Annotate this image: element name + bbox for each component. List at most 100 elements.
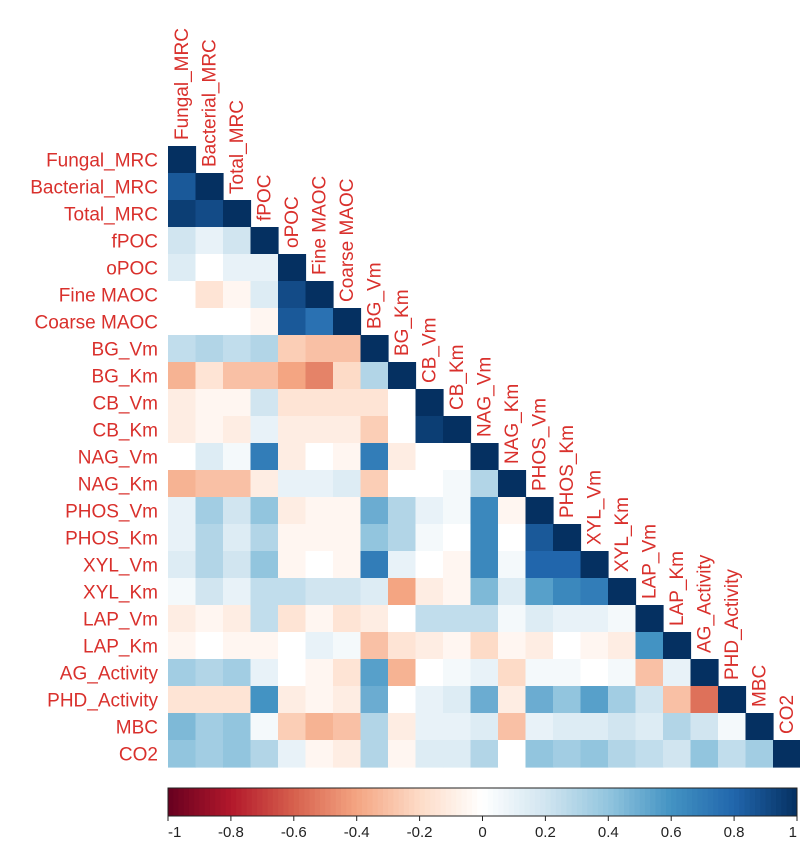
heatmap-cell	[498, 578, 527, 606]
colorbar-segment	[786, 788, 793, 816]
heatmap-cell	[388, 551, 417, 579]
heatmap-cell	[360, 470, 389, 498]
colorbar-segment	[209, 788, 216, 816]
heatmap-cell	[305, 335, 334, 363]
row-label: fPOC	[112, 232, 158, 253]
heatmap-cell	[278, 335, 307, 363]
heatmap-cell	[195, 443, 224, 471]
heatmap-cell	[168, 686, 197, 714]
heatmap-cell	[195, 524, 224, 552]
heatmap-cell	[195, 389, 224, 417]
column-label: Total_MRC	[227, 100, 248, 194]
colorbar-segment	[230, 788, 237, 816]
colorbar-segment	[382, 788, 389, 816]
heatmap-cell	[305, 308, 334, 336]
colorbar-segment	[713, 788, 719, 816]
heatmap-cell	[333, 443, 362, 471]
colorbar-segment	[587, 788, 594, 816]
heatmap-cell	[223, 713, 252, 741]
heatmap-cell	[470, 524, 499, 552]
colorbar-segment	[629, 788, 636, 816]
colorbar-segment	[466, 788, 473, 816]
heatmap-cell	[580, 578, 609, 606]
heatmap-cell	[470, 470, 499, 498]
heatmap-cell	[305, 443, 334, 471]
colorbar-segment	[372, 788, 379, 816]
heatmap-cell	[525, 686, 554, 714]
colorbar-segment	[686, 788, 693, 816]
heatmap-cell	[388, 713, 417, 741]
colorbar-segment	[314, 788, 321, 816]
heatmap-cell	[195, 362, 224, 390]
colorbar-segment	[608, 788, 615, 816]
heatmap-cell	[333, 308, 362, 336]
heatmap-cell	[278, 632, 307, 660]
row-label: Fungal_MRC	[46, 151, 158, 172]
row-label: Bacterial_MRC	[30, 178, 158, 199]
heatmap-cell	[195, 254, 224, 282]
colorbar-segment	[398, 788, 405, 816]
heatmap-cell	[195, 335, 224, 363]
heatmap-cell	[168, 470, 197, 498]
heatmap-cell	[333, 605, 362, 633]
colorbar-segment	[513, 788, 520, 816]
colorbar-segment	[456, 788, 463, 816]
heatmap-cell	[278, 416, 307, 444]
colorbar-segment	[241, 788, 248, 816]
colorbar-segment	[440, 788, 447, 816]
heatmap-cell	[580, 659, 609, 687]
heatmap-cell	[223, 227, 252, 255]
colorbar-segment	[330, 788, 337, 816]
colorbar-segment	[770, 788, 777, 816]
colorbar-segment	[529, 788, 536, 816]
colorbar-segment	[660, 788, 667, 816]
heatmap-cell	[223, 389, 252, 417]
heatmap-cell	[690, 686, 719, 714]
heatmap-cell	[195, 551, 224, 579]
heatmap-cell	[443, 713, 472, 741]
row-label: LAP_Vm	[83, 610, 158, 631]
colorbar-segment	[199, 788, 206, 816]
colorbar-segment	[744, 788, 751, 816]
colorbar-segment	[236, 788, 242, 816]
row-label: PHD_Activity	[47, 691, 158, 712]
colorbar-tick-label: 0	[478, 824, 486, 841]
heatmap-cell	[223, 470, 252, 498]
heatmap-cell	[305, 578, 334, 606]
colorbar-segment	[576, 788, 583, 816]
colorbar-segment	[734, 788, 740, 816]
colorbar-segment	[634, 788, 641, 816]
heatmap-cell	[443, 632, 472, 660]
heatmap-cell	[608, 740, 637, 768]
heatmap-cell	[663, 740, 692, 768]
colorbar-segment	[309, 788, 316, 816]
colorbar-segment	[692, 788, 698, 816]
colorbar-tick-label: -0.2	[407, 824, 433, 841]
column-label: PHOS_Vm	[529, 398, 550, 491]
colorbar-segment	[304, 788, 311, 816]
colorbar-segment	[257, 788, 263, 816]
colorbar-segment	[299, 788, 305, 816]
colorbar-segment	[702, 788, 709, 816]
column-label: Fine MAOC	[309, 176, 330, 275]
heatmap-cell	[168, 524, 197, 552]
heatmap-cell	[388, 497, 417, 525]
heatmap-cell	[553, 605, 582, 633]
heatmap-cell	[443, 578, 472, 606]
colorbar-segment	[760, 788, 767, 816]
heatmap-cell	[223, 659, 252, 687]
heatmap-cell	[525, 497, 554, 525]
heatmap-cell	[168, 362, 197, 390]
colorbar-segment	[320, 788, 326, 816]
row-label: BG_Vm	[91, 340, 158, 361]
colorbar-segment	[482, 788, 489, 816]
heatmap-cell	[195, 173, 224, 201]
column-label: CB_Vm	[419, 318, 440, 383]
row-label: CO2	[119, 745, 158, 766]
heatmap-cell	[223, 254, 252, 282]
heatmap-cell	[333, 335, 362, 363]
heatmap-cell	[525, 713, 554, 741]
heatmap-cell	[278, 362, 307, 390]
heatmap-cell	[168, 659, 197, 687]
heatmap-cell	[168, 578, 197, 606]
